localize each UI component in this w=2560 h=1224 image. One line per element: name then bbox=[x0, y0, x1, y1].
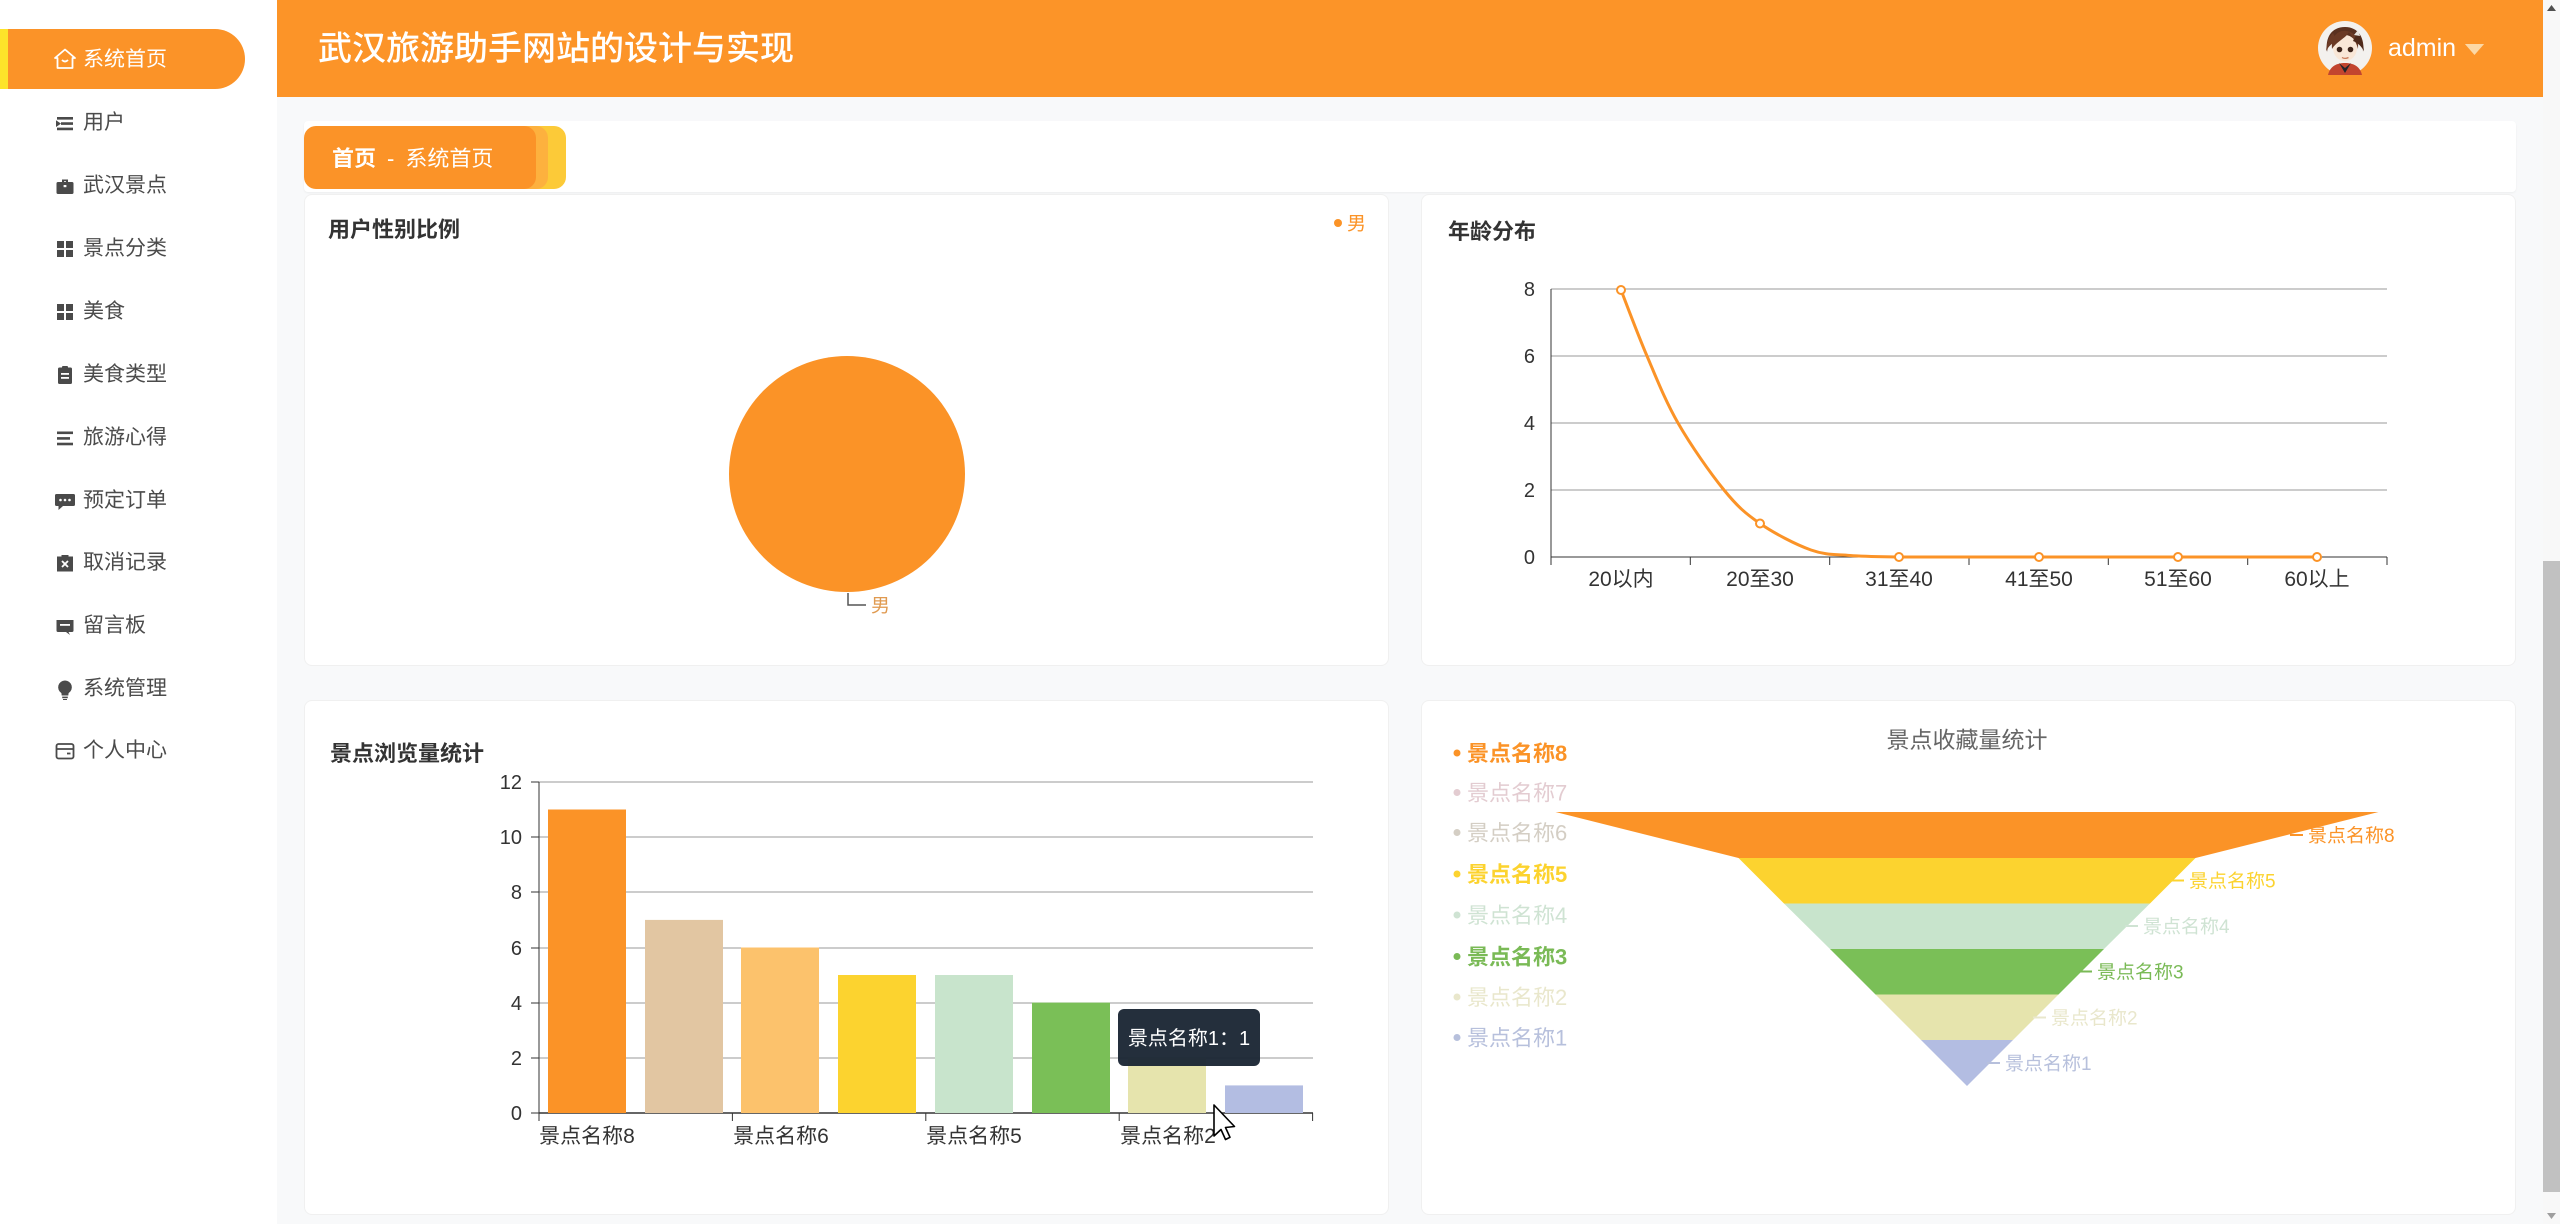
svg-text:景点名称5: 景点名称5 bbox=[2189, 871, 2276, 893]
svg-text:景点名称8: 景点名称8 bbox=[1467, 741, 1567, 766]
svg-text:0: 0 bbox=[1524, 547, 1535, 569]
svg-text:景点名称6: 景点名称6 bbox=[1467, 821, 1567, 846]
svg-text:景点名称7: 景点名称7 bbox=[1467, 781, 1567, 806]
svg-text:0: 0 bbox=[511, 1103, 522, 1125]
svg-text:31至40: 31至40 bbox=[1865, 568, 1933, 591]
svg-text:41至50: 41至50 bbox=[2005, 568, 2073, 591]
svg-text:景点名称1：1: 景点名称1：1 bbox=[1128, 1028, 1250, 1050]
svg-text:2: 2 bbox=[511, 1048, 522, 1070]
svg-text:12: 12 bbox=[500, 772, 522, 794]
svg-text:4: 4 bbox=[1524, 413, 1535, 435]
svg-text:景点名称2: 景点名称2 bbox=[1467, 985, 1567, 1010]
svg-text:男: 男 bbox=[871, 596, 890, 617]
svg-text:60以上: 60以上 bbox=[2284, 568, 2349, 591]
svg-text:景点名称5: 景点名称5 bbox=[1467, 862, 1567, 887]
svg-text:景点名称3: 景点名称3 bbox=[1467, 945, 1567, 970]
svg-text:景点名称1: 景点名称1 bbox=[1467, 1026, 1567, 1051]
svg-text:8: 8 bbox=[1524, 279, 1535, 301]
svg-text:景点收藏量统计: 景点收藏量统计 bbox=[1887, 727, 2048, 753]
svg-text:景点名称1: 景点名称1 bbox=[2005, 1053, 2092, 1075]
svg-text:4: 4 bbox=[511, 993, 522, 1015]
svg-text:景点名称3: 景点名称3 bbox=[2097, 962, 2184, 984]
svg-text:6: 6 bbox=[511, 938, 522, 960]
svg-text:51至60: 51至60 bbox=[2144, 568, 2212, 591]
svg-text:2: 2 bbox=[1524, 480, 1535, 502]
svg-text:景点名称4: 景点名称4 bbox=[2143, 916, 2230, 938]
svg-text:景点名称4: 景点名称4 bbox=[1467, 903, 1567, 928]
svg-text:8: 8 bbox=[511, 882, 522, 904]
svg-text:景点名称2: 景点名称2 bbox=[1120, 1125, 1216, 1148]
svg-text:景点名称2: 景点名称2 bbox=[2051, 1008, 2138, 1030]
svg-text:6: 6 bbox=[1524, 346, 1535, 368]
svg-text:20以内: 20以内 bbox=[1588, 568, 1653, 591]
svg-text:20至30: 20至30 bbox=[1726, 568, 1794, 591]
svg-text:景点名称5: 景点名称5 bbox=[926, 1125, 1022, 1148]
svg-text:景点名称8: 景点名称8 bbox=[539, 1125, 635, 1148]
svg-text:景点名称8: 景点名称8 bbox=[2308, 825, 2395, 847]
svg-text:男: 男 bbox=[1347, 214, 1366, 235]
svg-text:10: 10 bbox=[500, 827, 522, 849]
svg-text:景点名称6: 景点名称6 bbox=[733, 1125, 829, 1148]
